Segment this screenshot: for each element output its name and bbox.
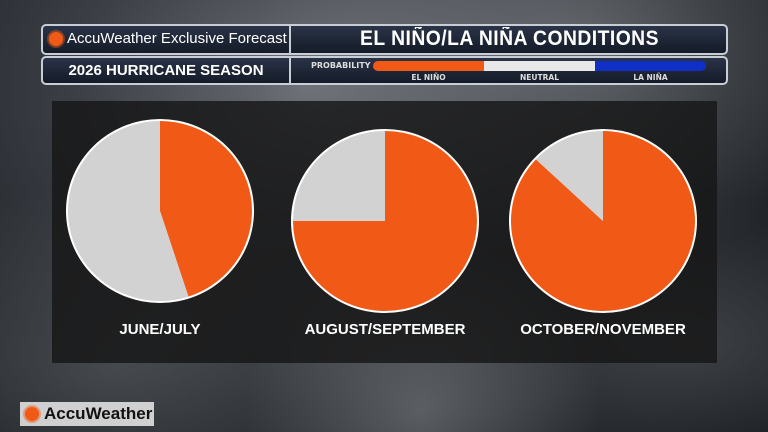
brand-text: AccuWeather Exclusive Forecast xyxy=(67,30,287,47)
header-row-1: AccuWeather Exclusive Forecast EL NIÑO/L… xyxy=(41,24,728,55)
pie-slice-neutral xyxy=(535,131,603,221)
pie-slice-neutral xyxy=(67,121,189,301)
divider xyxy=(289,58,291,83)
legend-swatch-el-nino xyxy=(373,61,484,71)
logo-text: AccuWeather xyxy=(44,404,153,423)
legend-swatch-la-nina xyxy=(595,61,706,71)
accuweather-sun-icon xyxy=(49,31,63,46)
divider xyxy=(289,26,291,53)
legend-swatch-neutral xyxy=(484,61,595,71)
header-row-2: 2026 HURRICANE SEASON PROBABILITY EL NIÑ… xyxy=(41,56,728,85)
pie-slice-el-ni-o xyxy=(511,131,696,311)
accuweather-logo: AccuWeather xyxy=(20,402,154,426)
season-subtitle: 2026 HURRICANE SEASON xyxy=(68,62,264,79)
page-title: EL NIÑO/LA NIÑA CONDITIONS xyxy=(360,27,659,50)
pie-label-august-september: AUGUST/SEPTEMBER xyxy=(304,321,466,338)
pie-label-october-november: OCTOBER/NOVEMBER xyxy=(520,321,686,338)
pie-slice-el-ni-o xyxy=(160,121,252,297)
legend-bar xyxy=(373,61,706,71)
legend-label-el-nino: EL NIÑO xyxy=(411,73,446,82)
probability-label: PROBABILITY xyxy=(311,61,371,70)
pie-slice-neutral xyxy=(293,131,385,221)
brand: AccuWeather Exclusive Forecast xyxy=(49,30,287,47)
legend-label-neutral: NEUTRAL xyxy=(520,73,559,82)
pie-label-june-july: JUNE/JULY xyxy=(119,321,201,338)
accuweather-sun-icon xyxy=(25,407,39,421)
legend-label-la-nina: LA NIÑA xyxy=(633,73,668,82)
